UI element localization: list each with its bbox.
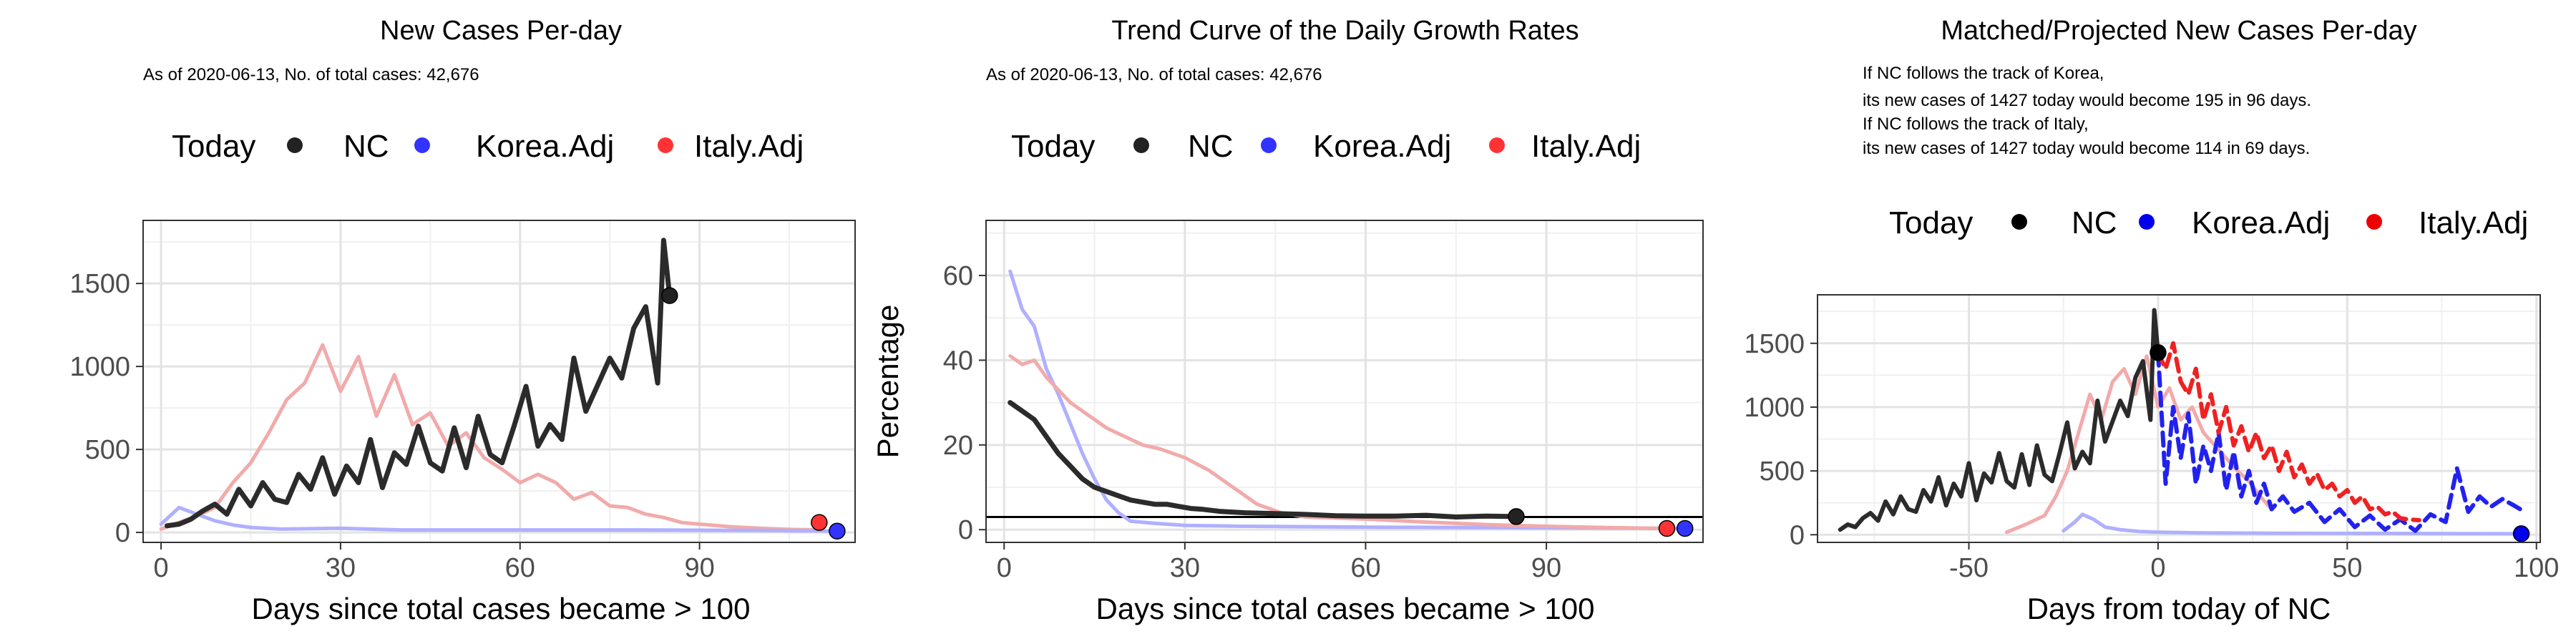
y-tick-label: 40 (943, 346, 973, 376)
panel-3: Matched/Projected New Cases Per-day If NC… (1744, 16, 2559, 625)
plot-border (985, 220, 1704, 543)
legend-entry-1: NC (2072, 205, 2117, 240)
y-tick-label: 1500 (1744, 329, 1805, 359)
y-tick-label: 1000 (69, 352, 130, 382)
x-tick-label: 50 (2332, 553, 2362, 583)
y-tick-label: 0 (115, 518, 130, 548)
x-tick-label: 30 (1170, 553, 1200, 583)
legend-entry-3: Italy.Adj (1531, 129, 1641, 164)
today-point-nc (661, 287, 678, 304)
x-tick-label: 0 (154, 553, 169, 583)
x-tick-label: 90 (1531, 553, 1561, 583)
y-tick-label: 500 (1760, 457, 1805, 487)
chart-subtitle: As of 2020-06-13, No. of total cases: 42… (986, 65, 1322, 84)
x-tick-label: 60 (1350, 553, 1380, 583)
grid (1818, 295, 2540, 542)
legend-swatch-2 (2139, 214, 2155, 230)
chart-note-3: If NC follows the track of Italy, (1863, 114, 2089, 134)
chart-title: New Cases Per-day (380, 16, 622, 46)
x-axis-label: Days since total cases became > 100 (1096, 592, 1595, 625)
legend-swatch-2 (1261, 137, 1277, 153)
y-tick-label: 0 (958, 515, 973, 545)
x-tick-label: 0 (997, 553, 1012, 583)
legend-swatch-3 (658, 137, 673, 153)
legend-swatch-3 (2366, 214, 2382, 230)
y-tick-label: 500 (85, 435, 130, 465)
today-point-italy (811, 514, 828, 531)
x-tick-label: 30 (326, 553, 356, 583)
x-tick-label: 100 (2514, 553, 2559, 583)
chart-note-1: If NC follows the track of Korea, (1863, 64, 2104, 83)
today-point-italy (1658, 519, 1676, 537)
series-line-korea-proj (2155, 350, 2524, 533)
legend-entry-1: NC (343, 129, 389, 164)
x-tick-label: 0 (2150, 553, 2165, 583)
y-tick-label: 0 (1790, 520, 1805, 550)
chart-title: Trend Curve of the Daily Growth Rates (1111, 16, 1579, 46)
today-point-korea (1676, 519, 1694, 537)
legend-title: Today (172, 129, 255, 164)
series-line-korea-matched (2062, 512, 2524, 536)
chart-subtitle: As of 2020-06-13, No. of total cases: 42… (143, 65, 479, 84)
series-line-italy (159, 343, 821, 532)
x-tick-label: 90 (684, 553, 714, 583)
x-axis-label: Days since total cases became > 100 (252, 592, 751, 625)
chart-note-4: its new cases of 1427 today would become… (1863, 139, 2310, 158)
panel-1: New Cases Per-day As of 2020-06-13, No. o… (69, 16, 856, 625)
today-point-korea (829, 522, 846, 540)
legend-entry-3: Italy.Adj (694, 129, 804, 164)
panel-2: Trend Curve of the Daily Growth Rates As … (871, 16, 1704, 625)
series-line-italy (1008, 354, 1669, 530)
y-tick-label: 1500 (69, 269, 130, 299)
series-line-nc (164, 238, 673, 529)
today-point-korea (2512, 525, 2530, 542)
legend-swatch-3 (1489, 137, 1505, 153)
chart-title: Matched/Projected New Cases Per-day (1941, 16, 2416, 46)
legend-entry-2: Korea.Adj (1313, 129, 1451, 164)
legend-entry-2: Korea.Adj (476, 129, 614, 164)
chart-note-2: its new cases of 1427 today would become… (1863, 91, 2311, 110)
y-axis-label: Percentage (871, 305, 904, 459)
grid (143, 220, 855, 542)
legend-entry-1: NC (1188, 129, 1234, 164)
legend-title: Today (1011, 129, 1095, 164)
series-line-nc (1838, 308, 2160, 532)
legend-title: Today (1889, 205, 1973, 240)
y-tick-label: 20 (943, 431, 973, 461)
legend-swatch-2 (414, 137, 430, 153)
plot-area (143, 220, 855, 542)
today-point-nc (1508, 508, 1525, 525)
x-tick-label: 60 (505, 553, 535, 583)
legend-swatch-1 (287, 137, 303, 153)
legend-swatch-1 (1133, 137, 1149, 153)
legend-entry-2: Korea.Adj (2192, 205, 2330, 240)
plot-area (986, 220, 1703, 542)
x-tick-label: -50 (1949, 553, 1989, 583)
series-line-korea (1008, 269, 1687, 530)
today-point-nc (2150, 344, 2167, 361)
series-line-nc (1008, 400, 1519, 519)
legend-entry-3: Italy.Adj (2419, 205, 2528, 240)
y-tick-label: 60 (943, 261, 973, 291)
x-axis-label: Days from today of NC (2027, 592, 2331, 625)
series-line-italy-proj (2155, 341, 2421, 522)
plot-border (1817, 294, 2541, 543)
y-tick-label: 1000 (1744, 393, 1805, 423)
plot-border (142, 220, 856, 543)
legend-swatch-1 (2011, 214, 2027, 230)
grid (986, 220, 1703, 542)
